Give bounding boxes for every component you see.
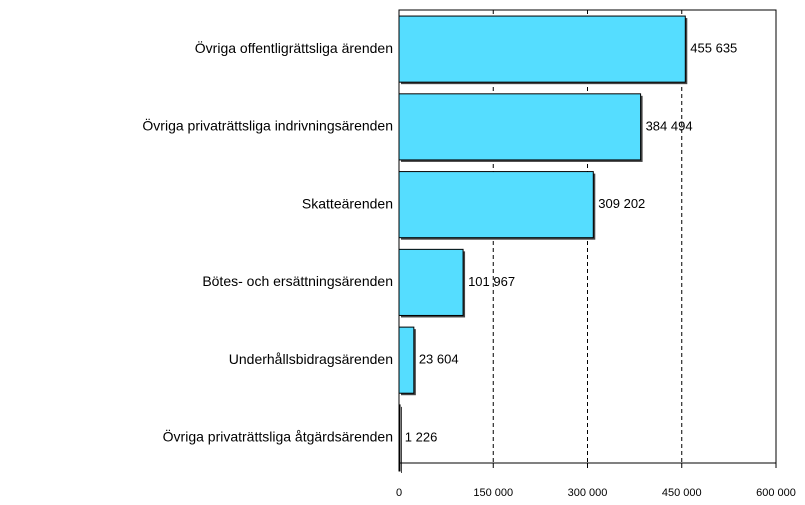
bar — [398, 248, 464, 316]
category-label: Övriga privaträttsliga indrivningsärende… — [142, 117, 393, 134]
category-label: Övriga offentligrättsliga ärenden — [195, 39, 393, 56]
bar — [398, 171, 594, 239]
bar — [398, 326, 415, 394]
value-label: 23 604 — [419, 352, 459, 367]
value-label: 101 967 — [468, 274, 515, 289]
x-tick-label: 450 000 — [662, 487, 702, 499]
value-label: 309 202 — [598, 196, 645, 211]
x-tick-label: 600 000 — [756, 487, 796, 499]
x-tick-label: 0 — [396, 487, 402, 499]
bar — [398, 15, 686, 83]
bar — [398, 93, 642, 161]
x-tick-label: 150 000 — [473, 487, 513, 499]
category-label: Skatteärenden — [302, 195, 393, 211]
bar-shadow — [401, 406, 402, 473]
x-tick-label: 300 000 — [568, 487, 608, 499]
value-label: 1 226 — [405, 429, 438, 444]
category-label: Underhållsbidragsärenden — [229, 351, 393, 367]
value-label: 455 635 — [690, 41, 737, 56]
category-label: Bötes- och ersättningsärenden — [202, 273, 393, 289]
bar — [398, 404, 401, 472]
value-label: 384 494 — [646, 118, 693, 133]
category-label: Övriga privaträttsliga åtgärdsärenden — [163, 428, 393, 445]
